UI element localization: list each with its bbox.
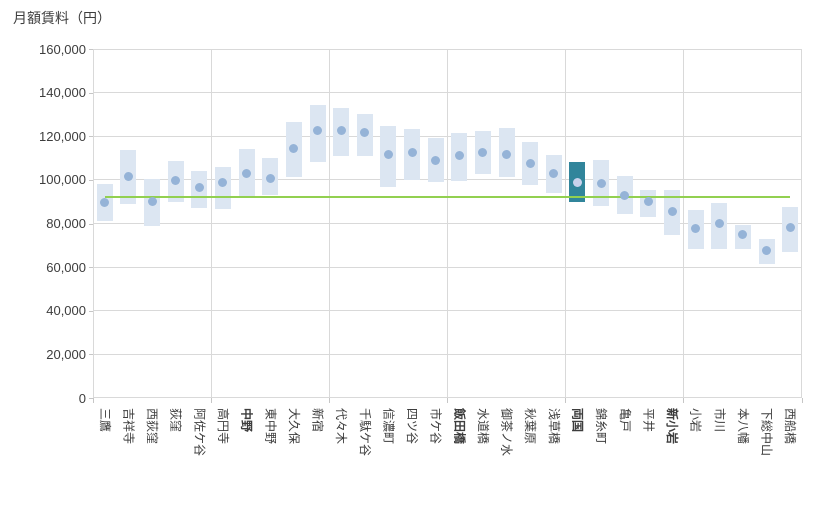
y-axis-label: 60,000 (46, 259, 86, 275)
x-axis-label-station: 市川 (712, 408, 727, 433)
x-axis-label-station: 信濃町 (381, 408, 396, 445)
typical-rent-dot (147, 197, 157, 207)
y-axis-tick (89, 310, 93, 312)
y-axis-label: 120,000 (39, 128, 86, 144)
y-axis-label: 40,000 (46, 303, 86, 319)
y-axis-label: 0 (78, 390, 86, 406)
typical-rent-dot (549, 168, 559, 178)
y-axis-title: 月額賃料（円） (13, 10, 111, 26)
typical-rent-dot (383, 150, 393, 160)
typical-rent-dot (313, 126, 323, 136)
typical-rent-dot (289, 143, 299, 153)
x-gridline (683, 49, 685, 398)
x-gridline (328, 49, 330, 398)
x-axis-label-station: 千駄ケ谷 (357, 408, 372, 457)
y-axis-tick (89, 398, 93, 399)
typical-rent-dot (194, 183, 204, 192)
y-axis-label: 80,000 (46, 216, 86, 231)
y-axis-tick (89, 354, 93, 356)
x-gridline (210, 49, 212, 398)
typical-rent-dot (265, 174, 275, 184)
typical-rent-dot (596, 178, 606, 188)
x-axis-label-station: 荻窪 (168, 408, 183, 433)
x-axis-label-station: 小岩 (688, 408, 703, 433)
typical-rent-dot (738, 229, 748, 239)
x-axis-label-station: 大久保 (286, 408, 301, 445)
x-axis-tick (683, 398, 685, 403)
typical-rent-dot (714, 219, 724, 228)
x-axis-label-station: 吉祥寺 (121, 408, 136, 445)
typical-rent-dot (762, 246, 772, 256)
y-axis-tick (89, 136, 93, 138)
x-axis-label-station: 本八幡 (735, 408, 750, 445)
average-rent-line (104, 196, 791, 199)
typical-rent-dot (785, 223, 795, 233)
x-axis-label-station: 錦糸町 (594, 408, 609, 445)
x-axis-label-station: 西船橋 (783, 408, 798, 445)
x-axis-label-station: 中野 (239, 408, 254, 433)
typical-rent-dot (360, 128, 370, 138)
x-axis-label-station: 平井 (641, 408, 656, 433)
x-axis-label-station: 亀戸 (617, 408, 632, 433)
typical-rent-dot (502, 150, 512, 160)
typical-rent-dot (691, 224, 701, 234)
y-axis-tick (89, 267, 93, 269)
typical-rent-dot (100, 198, 110, 208)
x-gridline (565, 49, 567, 398)
typical-rent-dot (242, 168, 252, 178)
x-axis-label-station: 水道橋 (475, 408, 490, 445)
typical-rent-dot (667, 207, 677, 216)
x-axis-label-station: 両国 (570, 408, 585, 433)
x-axis-label-station: 市ケ谷 (428, 408, 443, 445)
y-axis-tick (89, 49, 93, 50)
x-axis-label-station: 東中野 (263, 408, 278, 445)
y-axis-tick (89, 179, 93, 181)
x-axis-label-station: 御茶ノ水 (499, 408, 514, 457)
y-axis-label: 140,000 (39, 85, 86, 101)
x-axis-tick (447, 398, 448, 403)
y-axis-label: 20,000 (46, 346, 86, 362)
x-axis-label-station: 阿佐ケ谷 (192, 408, 207, 457)
typical-rent-dot (336, 126, 346, 136)
x-axis-tick (210, 398, 212, 403)
typical-rent-dot (643, 197, 653, 207)
x-axis-label-station: 代々木 (334, 408, 349, 445)
x-axis-label-station: 西荻窪 (145, 408, 160, 445)
x-axis-label-station: 飯田橋 (452, 408, 467, 445)
rent-range-bar[interactable] (214, 166, 231, 210)
x-axis-label-station: 三鷹 (97, 408, 112, 433)
x-axis-label-station: 下総中山 (759, 408, 774, 457)
typical-rent-dot (431, 155, 441, 165)
typical-rent-dot (171, 176, 181, 186)
typical-rent-dot (218, 177, 228, 187)
x-axis-tick (92, 398, 94, 403)
typical-rent-dot (123, 172, 133, 182)
typical-rent-dot (407, 148, 417, 158)
x-axis-tick (328, 398, 330, 403)
x-axis-label-station: 高円寺 (215, 408, 230, 445)
x-axis-label-station: 新小岩 (665, 408, 680, 445)
x-axis-tick (565, 398, 567, 403)
typical-rent-dot (572, 177, 582, 187)
x-axis-label-station: 四ツ谷 (405, 408, 420, 445)
y-axis-tick (89, 223, 93, 225)
x-axis-label-station: 浅草橋 (546, 408, 561, 445)
typical-rent-dot (454, 151, 464, 161)
typical-rent-dot (525, 159, 535, 169)
x-axis-tick (801, 398, 803, 403)
x-gridline (447, 49, 448, 398)
y-axis-label: 100,000 (39, 172, 86, 188)
x-axis-label-station: 新宿 (310, 408, 325, 433)
y-axis-label: 160,000 (39, 41, 86, 57)
x-axis-label-station: 秋葉原 (523, 408, 538, 445)
y-axis-tick (89, 92, 93, 94)
typical-rent-dot (620, 190, 630, 200)
typical-rent-dot (478, 148, 488, 158)
